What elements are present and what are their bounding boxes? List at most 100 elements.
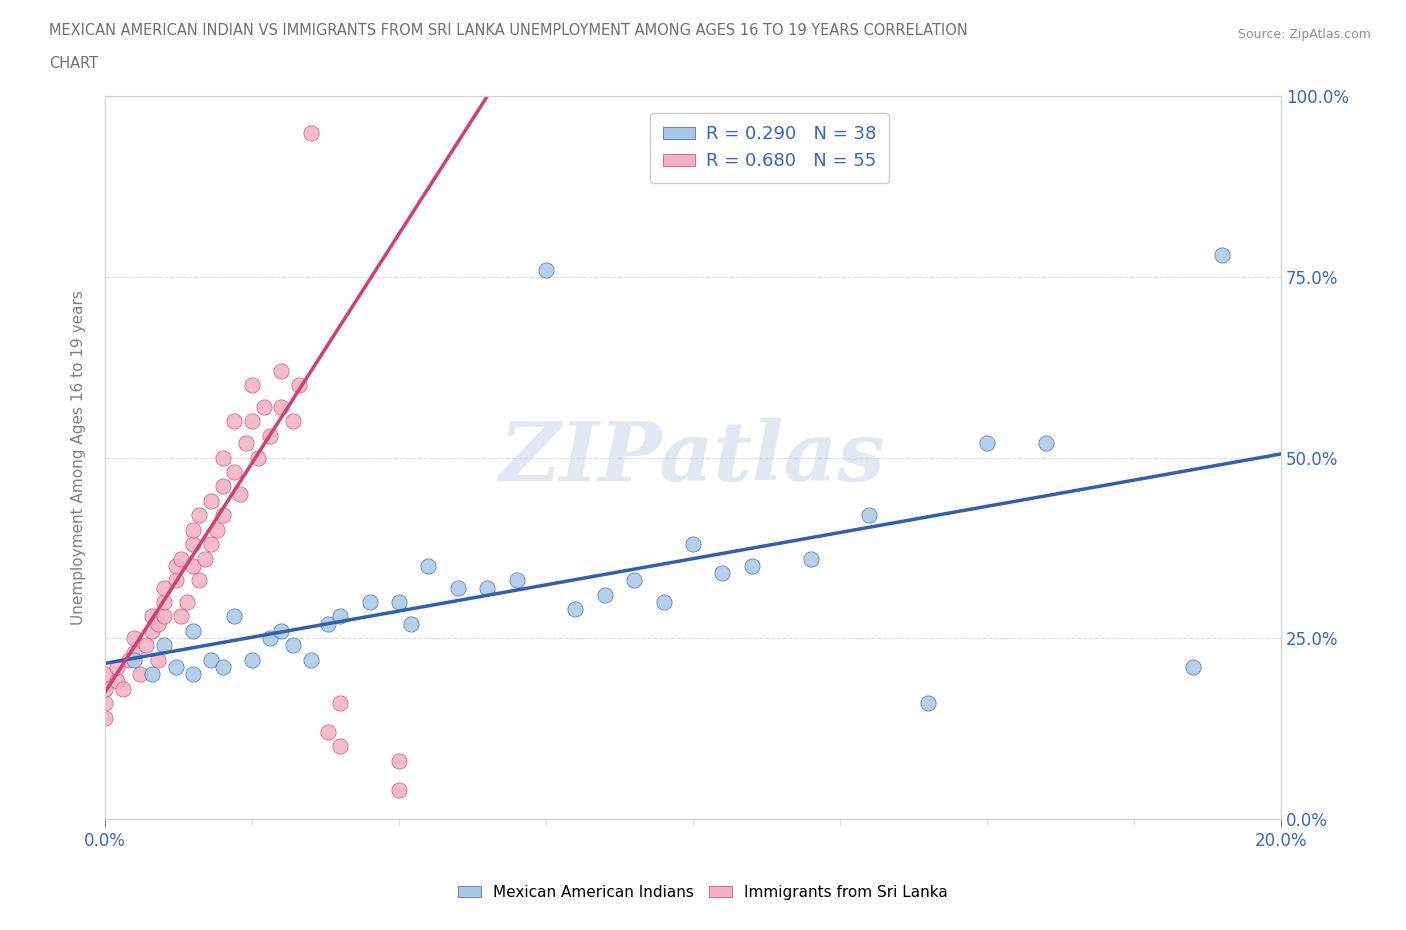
Point [858, 508, 880, 523]
Point [800, 551, 823, 566]
Point [181, 623, 204, 638]
Point [129, 667, 152, 682]
Point [111, 682, 134, 697]
Point [124, 645, 146, 660]
Point [652, 594, 675, 609]
Point [94, 696, 117, 711]
Point [259, 631, 281, 645]
Point [141, 623, 163, 638]
Point [299, 125, 322, 140]
Point [329, 696, 352, 711]
Point [146, 617, 169, 631]
Text: MEXICAN AMERICAN INDIAN VS IMMIGRANTS FROM SRI LANKA UNEMPLOYMENT AMONG AGES 16 : MEXICAN AMERICAN INDIAN VS IMMIGRANTS FR… [49, 23, 967, 38]
Point [270, 623, 292, 638]
Point [211, 450, 233, 465]
Y-axis label: Unemployment Among Ages 16 to 19 years: Unemployment Among Ages 16 to 19 years [72, 290, 86, 625]
Point [240, 652, 263, 667]
Point [593, 588, 616, 603]
Point [181, 537, 204, 551]
Point [270, 400, 292, 415]
Legend: Mexican American Indians, Immigrants from Sri Lanka: Mexican American Indians, Immigrants fro… [451, 879, 955, 906]
Point [181, 523, 204, 538]
Point [94, 711, 117, 725]
Point [318, 724, 340, 739]
Point [165, 659, 187, 674]
Point [1181, 659, 1204, 674]
Point [477, 580, 499, 595]
Point [141, 667, 163, 682]
Point [165, 573, 187, 588]
Point [623, 573, 645, 588]
Point [152, 580, 174, 595]
Point [176, 594, 198, 609]
Point [229, 486, 252, 501]
Point [1211, 248, 1233, 263]
Point [105, 674, 128, 689]
Point [135, 638, 157, 653]
Point [224, 609, 246, 624]
Point [505, 573, 527, 588]
Text: ZIPatlas: ZIPatlas [501, 418, 886, 498]
Point [1035, 435, 1057, 450]
Point [270, 364, 292, 379]
Point [318, 617, 340, 631]
Point [240, 378, 263, 392]
Point [329, 609, 352, 624]
Point [152, 638, 174, 653]
Point [170, 551, 193, 566]
Point [399, 617, 422, 631]
Point [188, 508, 211, 523]
Point [124, 631, 146, 645]
Point [124, 652, 146, 667]
Point [188, 573, 211, 588]
Point [711, 565, 734, 580]
Point [194, 551, 217, 566]
Point [240, 414, 263, 429]
Point [224, 465, 246, 480]
Legend: R = 0.290   N = 38, R = 0.680   N = 55: R = 0.290 N = 38, R = 0.680 N = 55 [650, 113, 889, 183]
Point [682, 537, 704, 551]
Point [388, 753, 411, 768]
Point [117, 652, 139, 667]
Point [211, 479, 233, 494]
Point [917, 696, 939, 711]
Point [299, 652, 322, 667]
Point [418, 558, 440, 573]
Point [94, 667, 117, 682]
Point [146, 652, 169, 667]
Point [447, 580, 470, 595]
Point [141, 609, 163, 624]
Point [281, 414, 304, 429]
Point [329, 739, 352, 754]
Point [200, 494, 222, 509]
Point [246, 450, 269, 465]
Point [200, 537, 222, 551]
Point [211, 508, 233, 523]
Point [211, 659, 233, 674]
Point [205, 523, 228, 538]
Point [170, 609, 193, 624]
Point [976, 435, 998, 450]
Point [181, 558, 204, 573]
Point [288, 378, 311, 392]
Point [741, 558, 763, 573]
Point [224, 414, 246, 429]
Point [235, 435, 257, 450]
Point [165, 558, 187, 573]
Point [259, 429, 281, 444]
Point [564, 602, 586, 617]
Point [94, 682, 117, 697]
Point [200, 652, 222, 667]
Point [359, 594, 381, 609]
Point [181, 667, 204, 682]
Point [534, 262, 557, 277]
Text: Source: ZipAtlas.com: Source: ZipAtlas.com [1237, 28, 1371, 41]
Point [281, 638, 304, 653]
Point [253, 400, 276, 415]
Text: CHART: CHART [49, 56, 98, 71]
Point [388, 782, 411, 797]
Point [152, 594, 174, 609]
Point [152, 609, 174, 624]
Point [105, 659, 128, 674]
Point [388, 594, 411, 609]
